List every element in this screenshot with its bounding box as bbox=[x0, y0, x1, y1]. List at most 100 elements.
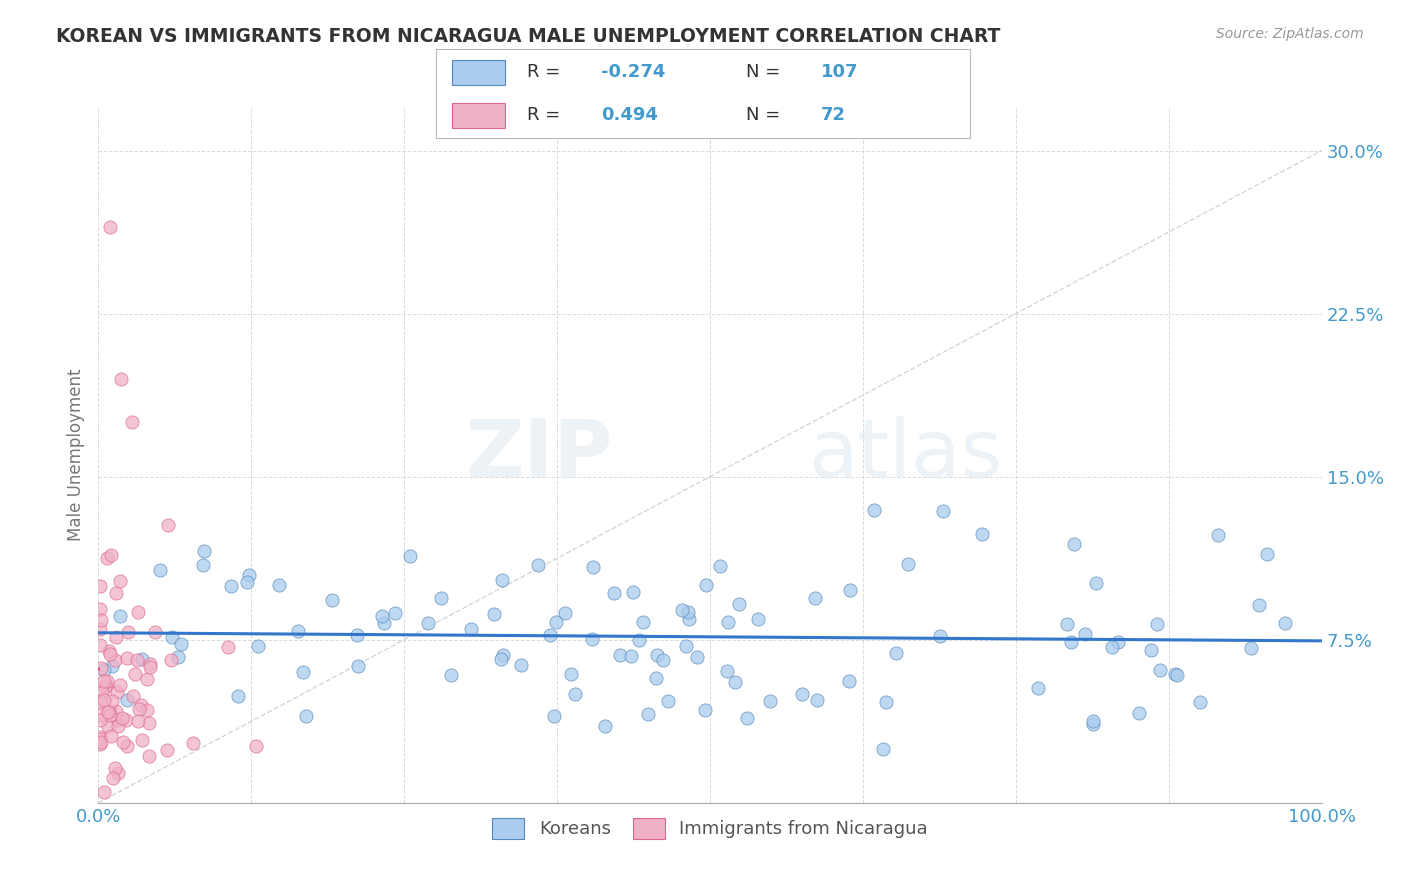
Point bbox=[484, 607, 506, 621]
Point bbox=[581, 632, 603, 646]
Point bbox=[238, 567, 260, 582]
Point bbox=[160, 630, 183, 644]
Point bbox=[93, 693, 115, 707]
Point bbox=[104, 652, 127, 666]
Text: R =: R = bbox=[527, 63, 565, 81]
Point bbox=[418, 615, 440, 630]
Point bbox=[143, 625, 166, 640]
Point bbox=[1107, 634, 1129, 648]
Point bbox=[686, 650, 709, 665]
Point bbox=[1083, 716, 1105, 731]
Point bbox=[121, 415, 143, 429]
Point bbox=[93, 674, 115, 689]
Point bbox=[117, 624, 139, 639]
Point bbox=[671, 603, 693, 617]
Point bbox=[181, 736, 204, 750]
Point bbox=[637, 706, 659, 721]
Point bbox=[716, 664, 738, 678]
Point bbox=[806, 693, 828, 707]
Point bbox=[101, 659, 124, 673]
Point bbox=[373, 615, 395, 630]
Point bbox=[1081, 714, 1104, 728]
Point bbox=[872, 741, 894, 756]
Point bbox=[1166, 667, 1188, 681]
Point bbox=[131, 652, 153, 666]
Point bbox=[399, 549, 422, 564]
Point bbox=[246, 639, 269, 653]
Text: 0.494: 0.494 bbox=[602, 106, 658, 124]
Text: N =: N = bbox=[745, 106, 786, 124]
Point bbox=[269, 578, 291, 592]
Point bbox=[1149, 663, 1171, 677]
Point bbox=[124, 667, 146, 681]
Point bbox=[89, 714, 111, 728]
Point bbox=[543, 708, 565, 723]
Point bbox=[492, 648, 515, 662]
Point bbox=[292, 665, 315, 679]
Point bbox=[371, 609, 394, 624]
Point bbox=[217, 640, 239, 654]
Point bbox=[138, 748, 160, 763]
Point bbox=[105, 586, 128, 600]
Point bbox=[90, 661, 112, 675]
Point bbox=[384, 606, 406, 620]
Point bbox=[101, 693, 124, 707]
Point bbox=[125, 652, 148, 666]
Point bbox=[347, 659, 370, 673]
Point bbox=[89, 707, 111, 722]
Point bbox=[127, 606, 149, 620]
Point bbox=[236, 574, 259, 589]
Point bbox=[170, 637, 193, 651]
Point bbox=[928, 629, 950, 643]
Point bbox=[1206, 527, 1229, 541]
Text: KOREAN VS IMMIGRANTS FROM NICARAGUA MALE UNEMPLOYMENT CORRELATION CHART: KOREAN VS IMMIGRANTS FROM NICARAGUA MALE… bbox=[56, 27, 1001, 45]
Point bbox=[97, 643, 120, 657]
Point bbox=[1146, 616, 1168, 631]
Point bbox=[1239, 640, 1261, 655]
Point bbox=[90, 735, 112, 749]
Point bbox=[644, 672, 666, 686]
Point bbox=[581, 560, 603, 574]
Point bbox=[115, 713, 138, 727]
Point bbox=[1056, 617, 1078, 632]
Point bbox=[727, 597, 749, 611]
FancyBboxPatch shape bbox=[451, 103, 505, 128]
Point bbox=[115, 739, 138, 754]
Point bbox=[593, 719, 616, 733]
Point bbox=[245, 739, 267, 754]
Point bbox=[107, 765, 129, 780]
Point bbox=[89, 737, 111, 751]
Point bbox=[747, 612, 769, 626]
Point bbox=[875, 695, 897, 709]
Point bbox=[219, 579, 242, 593]
Point bbox=[129, 698, 152, 712]
Point bbox=[105, 713, 128, 727]
Point bbox=[564, 687, 586, 701]
Point bbox=[105, 684, 128, 698]
Point bbox=[1101, 640, 1123, 654]
Point bbox=[544, 615, 567, 630]
Point bbox=[104, 630, 127, 644]
Point bbox=[460, 622, 482, 636]
Point bbox=[792, 687, 814, 701]
Point bbox=[430, 591, 453, 605]
Point bbox=[1163, 667, 1185, 681]
Point bbox=[1074, 627, 1097, 641]
Point bbox=[735, 711, 758, 725]
Point bbox=[157, 518, 180, 533]
Point bbox=[100, 729, 122, 743]
Point bbox=[111, 735, 134, 749]
Point bbox=[135, 703, 157, 717]
Point bbox=[138, 660, 160, 674]
Point bbox=[104, 761, 127, 775]
Point bbox=[839, 582, 862, 597]
FancyBboxPatch shape bbox=[451, 60, 505, 85]
Point bbox=[491, 651, 513, 665]
Point bbox=[108, 678, 131, 692]
Point bbox=[439, 668, 461, 682]
Point bbox=[346, 628, 368, 642]
Point bbox=[96, 674, 118, 689]
Point bbox=[657, 694, 679, 708]
Point bbox=[115, 693, 138, 707]
Point bbox=[609, 648, 631, 663]
